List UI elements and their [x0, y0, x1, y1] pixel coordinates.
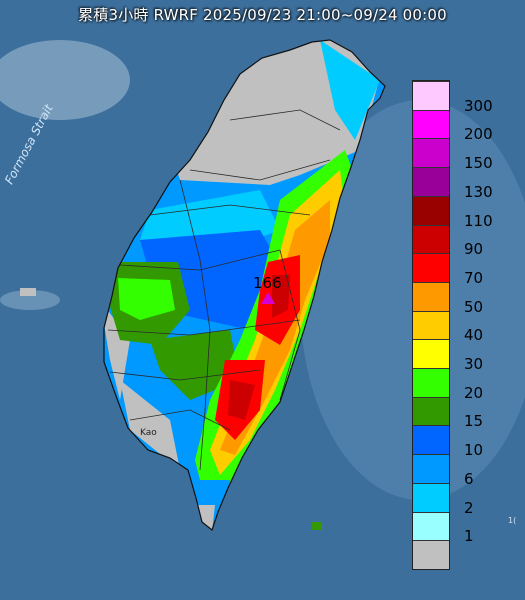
corner-label: 1( — [508, 516, 517, 525]
legend-label: 30 — [464, 355, 484, 374]
legend-swatch — [413, 454, 449, 483]
legend-label: 2 — [464, 498, 474, 517]
legend-swatch — [413, 511, 449, 541]
legend-swatch — [413, 281, 449, 311]
legend-label: 40 — [464, 326, 484, 345]
legend-label: 300 — [464, 96, 493, 115]
legend-label: 1 — [464, 527, 474, 546]
legend-swatch — [413, 368, 449, 397]
color-legend — [412, 80, 450, 570]
legend-swatch — [413, 310, 449, 340]
legend-label: 90 — [464, 240, 484, 259]
legend-label: 110 — [464, 211, 493, 230]
max-value-marker-icon — [261, 292, 275, 304]
legend-label: 20 — [464, 383, 484, 402]
penghu-islands — [20, 288, 36, 296]
place-label: Kao — [140, 428, 157, 438]
lanyu-island — [312, 522, 322, 530]
legend-label: 130 — [464, 182, 493, 201]
taiwan-coastline — [103, 39, 386, 532]
legend-label: 15 — [464, 412, 484, 431]
max-value-label: 166 — [253, 274, 282, 292]
legend-swatch — [413, 540, 449, 569]
legend-swatch — [413, 81, 449, 110]
legend-swatch — [413, 138, 449, 168]
legend-swatch — [413, 253, 449, 282]
legend-label: 200 — [464, 125, 493, 144]
legend-swatch — [413, 195, 449, 225]
legend-swatch — [413, 396, 449, 426]
legend-label: 6 — [464, 469, 474, 488]
legend-label: 150 — [464, 154, 493, 173]
legend-label: 10 — [464, 441, 484, 460]
legend-swatch — [413, 339, 449, 369]
legend-swatch — [413, 482, 449, 512]
legend-label: 70 — [464, 268, 484, 287]
legend-label: 50 — [464, 297, 484, 316]
legend-swatch — [413, 109, 449, 139]
legend-swatch — [413, 425, 449, 455]
map-title: 累積3小時 RWRF 2025/09/23 21:00~09/24 00:00 — [78, 6, 447, 24]
legend-swatch — [413, 167, 449, 196]
legend-swatch — [413, 224, 449, 254]
